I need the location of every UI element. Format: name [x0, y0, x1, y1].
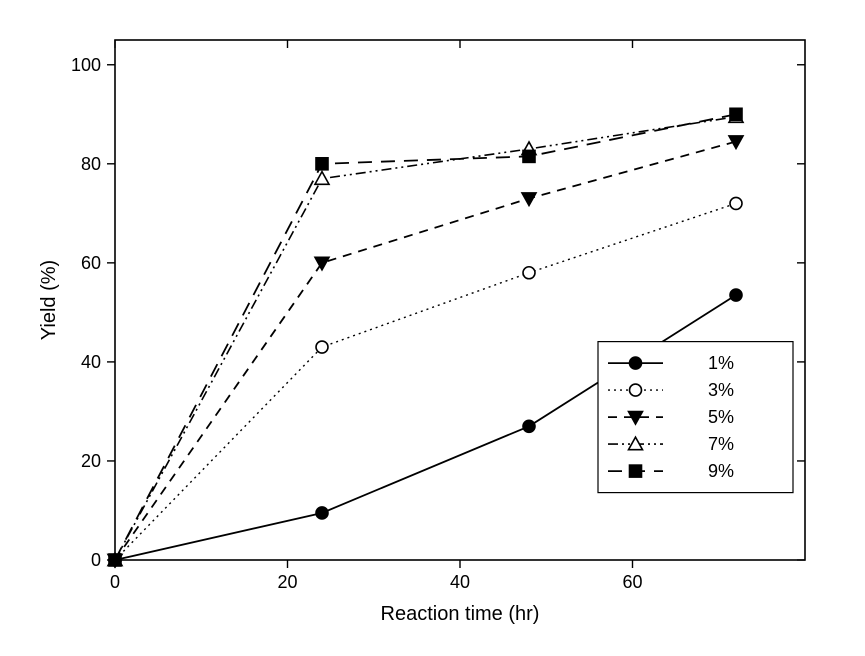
series-9% — [109, 108, 742, 566]
x-tick-label: 0 — [110, 572, 120, 592]
yield-vs-time-chart: 0 20 40 60 0 20 40 60 80 100 Reaction time (hr) Yie… — [0, 0, 865, 656]
y-tick-label: 40 — [81, 352, 101, 372]
x-tick-label: 20 — [277, 572, 297, 592]
y-tick-label: 20 — [81, 451, 101, 471]
y-tick-label: 60 — [81, 253, 101, 273]
legend-label: 7% — [708, 434, 734, 454]
x-tick-label: 60 — [622, 572, 642, 592]
x-tick-label: 40 — [450, 572, 470, 592]
series-7% — [108, 110, 743, 566]
legend-label: 9% — [708, 461, 734, 481]
chart-container: 0 20 40 60 0 20 40 60 80 100 Reaction time (hr) Yie… — [0, 0, 865, 656]
legend-label: 1% — [708, 353, 734, 373]
legend-label: 3% — [708, 380, 734, 400]
x-axis-label: Reaction time (hr) — [381, 603, 540, 625]
y-tick-label: 80 — [81, 154, 101, 174]
y-tick-label: 0 — [91, 550, 101, 570]
legend-label: 5% — [708, 407, 734, 427]
y-tick-label: 100 — [71, 55, 101, 75]
y-axis-label: Yield (%) — [38, 260, 60, 340]
legend: 1% 3% 5% 7% 9% — [598, 342, 793, 493]
